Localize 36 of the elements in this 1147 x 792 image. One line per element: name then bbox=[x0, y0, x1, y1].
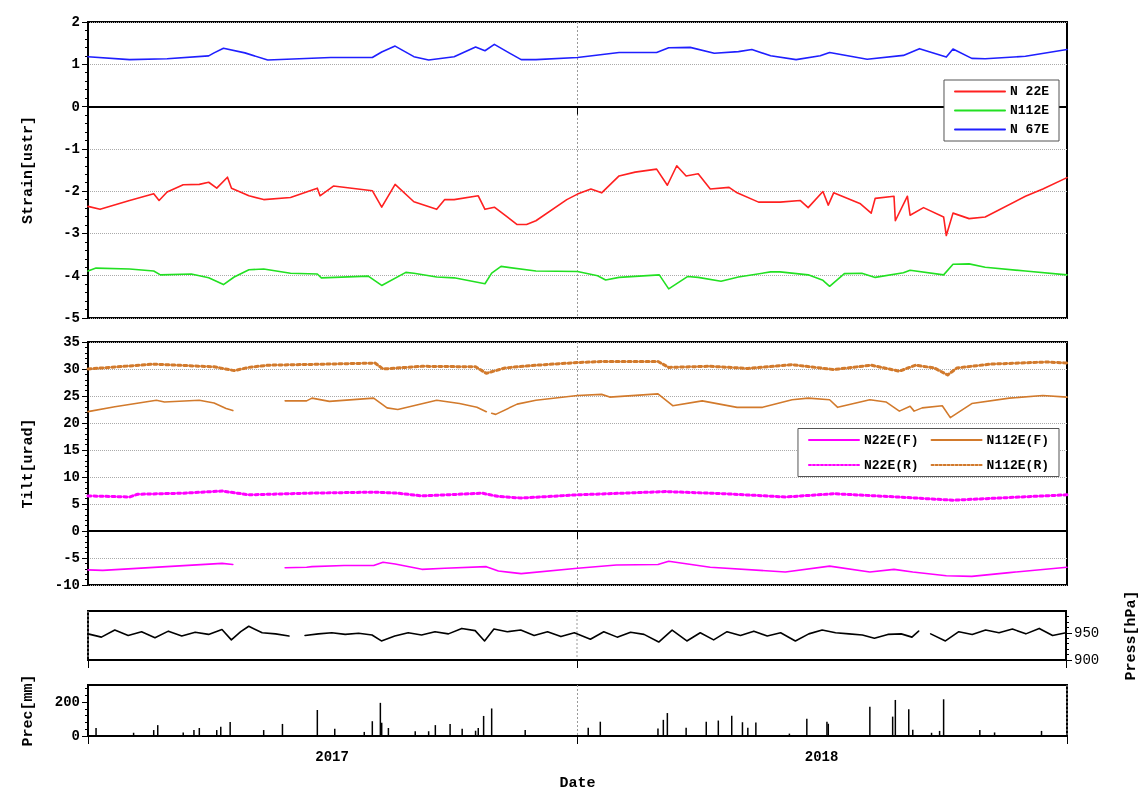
y-axis-title: Prec[mm] bbox=[20, 674, 37, 747]
x-tick-label: 2018 bbox=[804, 749, 839, 765]
y-tick-label: -3 bbox=[63, 225, 80, 242]
y-tick-label: 15 bbox=[63, 442, 80, 458]
y-axis-title: Strain[ustr] bbox=[20, 115, 37, 225]
y2-tick-label: 900 bbox=[1074, 652, 1100, 668]
y-tick-label: -1 bbox=[63, 140, 80, 157]
y-tick-label: 200 bbox=[54, 694, 80, 710]
legend-label: N112E bbox=[1009, 103, 1050, 118]
y-tick-label: 20 bbox=[63, 415, 80, 431]
y-tick-label: -5 bbox=[63, 550, 80, 566]
y-tick-label: 0 bbox=[71, 523, 80, 539]
y-tick-label: -2 bbox=[63, 183, 80, 200]
y2-axis-title: Press[hPa] bbox=[1123, 590, 1140, 681]
y-tick-label: 2 bbox=[71, 14, 80, 30]
y-tick-label: 25 bbox=[63, 388, 80, 404]
legend-label: N112E(R) bbox=[986, 457, 1050, 473]
x-tick-label: 2017 bbox=[315, 749, 349, 765]
y-tick-label: -5 bbox=[63, 310, 80, 326]
y-tick-label: 1 bbox=[71, 56, 80, 73]
y-tick-label: -10 bbox=[54, 577, 80, 593]
legend-label: N22E(F) bbox=[863, 432, 919, 448]
x-axis-title: Date bbox=[559, 775, 596, 792]
y-tick-label: 0 bbox=[71, 728, 80, 744]
y-tick-label: 5 bbox=[71, 496, 80, 512]
legend-label: N 22E bbox=[1009, 84, 1050, 99]
y-tick-label: 10 bbox=[63, 469, 80, 485]
legend-label: N 67E bbox=[1009, 122, 1050, 137]
y-tick-label: 30 bbox=[63, 361, 80, 377]
y-axis-title: Tilt[urad] bbox=[20, 418, 37, 509]
y-tick-label: 35 bbox=[63, 334, 80, 350]
legend-label: N112E(F) bbox=[986, 432, 1050, 448]
y-tick-label: 0 bbox=[71, 98, 80, 115]
y-tick-label: -4 bbox=[63, 267, 80, 284]
y2-tick-label: 950 bbox=[1074, 624, 1100, 641]
legend-label: N22E(R) bbox=[863, 457, 919, 473]
